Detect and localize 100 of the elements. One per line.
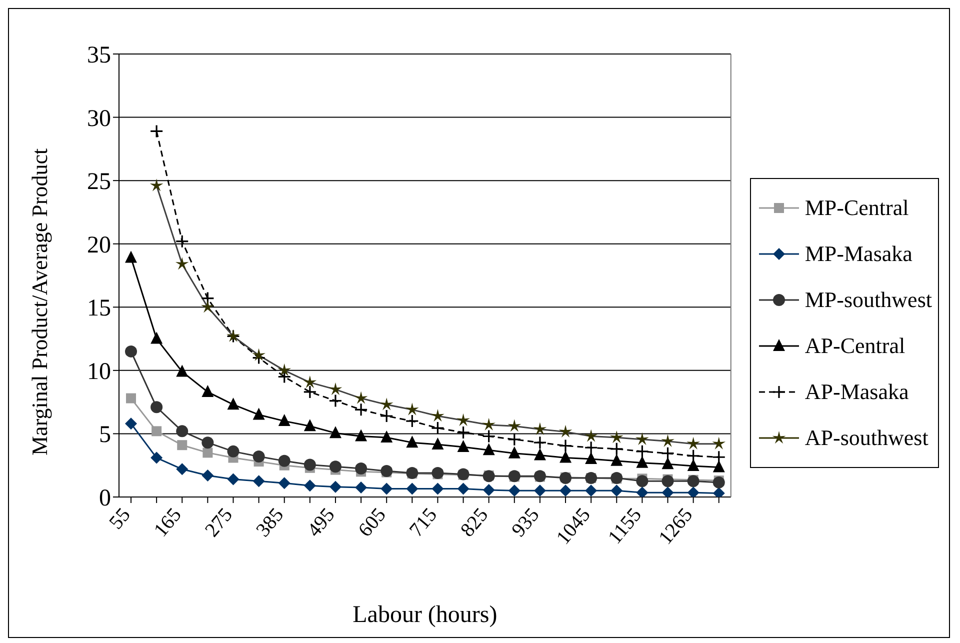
point xyxy=(201,300,214,313)
point xyxy=(329,480,342,493)
point xyxy=(533,422,547,435)
point xyxy=(150,178,164,192)
point xyxy=(662,475,674,488)
point xyxy=(431,408,444,422)
point xyxy=(662,457,674,470)
legend-label: AP-Central xyxy=(804,333,906,359)
point xyxy=(329,460,342,473)
y-tick-label: 35 xyxy=(87,42,111,69)
x-tick-label: 825 xyxy=(456,504,493,542)
point xyxy=(354,402,368,416)
point xyxy=(635,444,649,458)
y-tick-label: 30 xyxy=(87,106,111,132)
point xyxy=(380,482,393,495)
point xyxy=(175,257,189,270)
point xyxy=(636,486,648,497)
point xyxy=(150,452,163,464)
point xyxy=(457,482,470,495)
legend-label: AP-Masaka xyxy=(804,379,909,405)
point xyxy=(482,443,495,456)
point xyxy=(610,454,623,466)
x-tick-label: 275 xyxy=(200,504,238,542)
point xyxy=(406,402,419,416)
legend-label: MP-Central xyxy=(804,195,909,221)
point xyxy=(560,484,572,497)
point xyxy=(406,482,418,495)
point xyxy=(227,473,240,486)
point xyxy=(202,448,213,458)
point xyxy=(482,418,496,431)
point xyxy=(585,484,598,497)
point xyxy=(712,476,725,488)
point xyxy=(558,438,572,453)
point xyxy=(252,348,266,361)
point xyxy=(482,429,496,444)
point xyxy=(125,250,137,263)
point xyxy=(125,418,137,430)
point xyxy=(508,484,520,497)
point xyxy=(227,398,240,410)
point xyxy=(175,234,189,248)
point xyxy=(456,426,470,440)
y-tick-label: 25 xyxy=(87,169,111,196)
point xyxy=(610,430,624,444)
point xyxy=(380,398,394,410)
point xyxy=(304,480,316,492)
point xyxy=(508,446,520,458)
point xyxy=(534,484,546,497)
point xyxy=(278,363,292,376)
point xyxy=(584,429,598,442)
point xyxy=(558,424,572,438)
point xyxy=(508,432,522,446)
point xyxy=(661,434,674,447)
y-tick-label: 10 xyxy=(87,358,111,385)
point xyxy=(303,385,317,399)
point xyxy=(278,454,290,467)
point xyxy=(355,429,368,442)
point xyxy=(202,469,214,482)
point xyxy=(534,448,546,460)
point xyxy=(177,440,188,450)
point xyxy=(278,477,290,490)
point xyxy=(227,445,240,458)
point xyxy=(687,486,700,497)
point xyxy=(584,440,598,454)
point xyxy=(125,345,137,358)
point xyxy=(405,414,419,428)
point xyxy=(152,426,162,436)
point xyxy=(252,475,265,488)
point xyxy=(430,421,445,435)
x-axis-title: Labour (hours) xyxy=(352,602,498,628)
point xyxy=(636,475,648,488)
point xyxy=(380,430,393,443)
point xyxy=(456,413,470,426)
point xyxy=(662,486,674,497)
x-tick-label: 935 xyxy=(508,504,544,542)
point xyxy=(712,460,725,472)
point xyxy=(304,458,316,471)
point xyxy=(150,332,163,344)
point xyxy=(508,419,522,432)
x-tick-label: 385 xyxy=(252,504,288,542)
point xyxy=(202,384,214,397)
x-tick-label: 715 xyxy=(405,504,442,542)
x-tick-label: 605 xyxy=(354,504,390,542)
point xyxy=(610,484,623,497)
point xyxy=(660,446,675,460)
point xyxy=(328,382,342,396)
point xyxy=(432,466,444,479)
x-tick-label: 495 xyxy=(303,504,340,542)
point xyxy=(150,401,163,414)
point xyxy=(686,436,700,450)
point xyxy=(328,394,342,408)
legend-label: MP-southwest xyxy=(804,287,932,313)
point xyxy=(355,482,368,494)
point xyxy=(150,124,164,138)
point xyxy=(712,436,726,450)
point xyxy=(202,436,214,449)
point xyxy=(252,450,265,462)
point xyxy=(304,419,316,432)
y-tick-label: 15 xyxy=(87,296,111,322)
point xyxy=(457,440,470,452)
point xyxy=(585,452,598,464)
